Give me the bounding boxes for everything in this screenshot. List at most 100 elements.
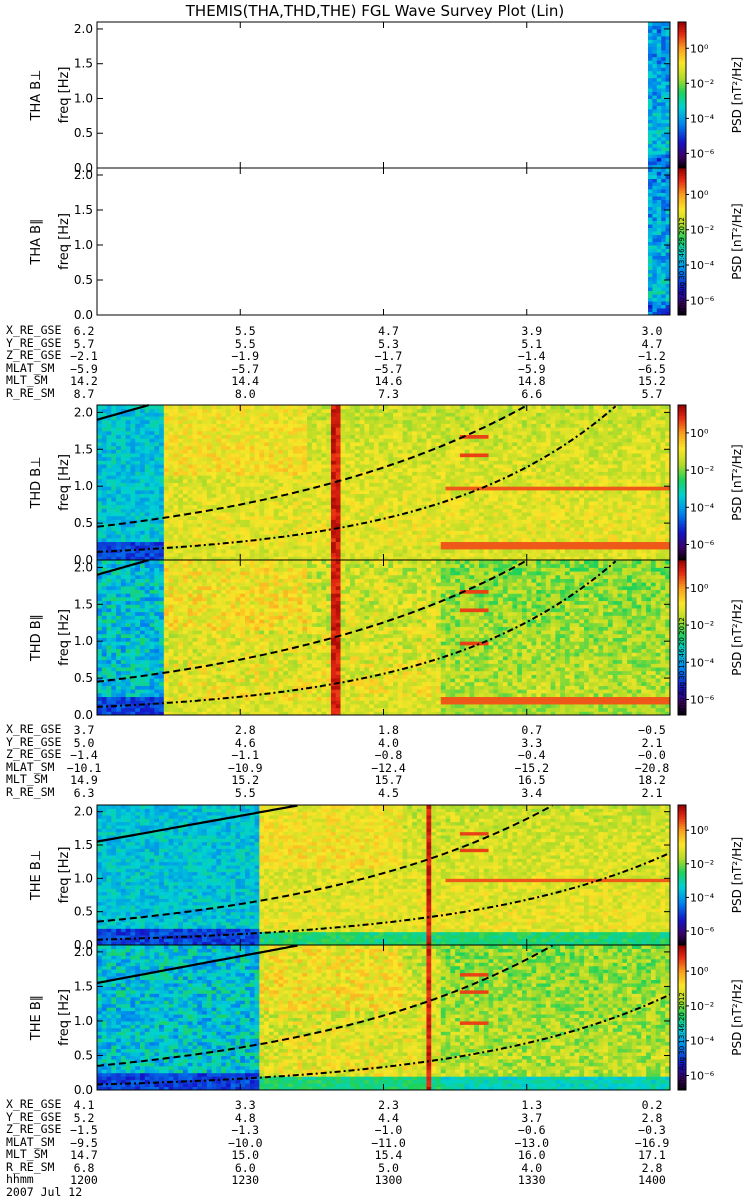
spectrogram-cell: [278, 467, 284, 472]
spectrogram-cell: [340, 482, 346, 487]
spectrogram-cell: [541, 464, 547, 469]
spectrogram-cell: [373, 530, 380, 535]
spectrogram-cell: [493, 482, 499, 487]
spectrogram-cell: [182, 534, 189, 539]
spectrogram-cell: [125, 427, 131, 432]
spectrogram-cell: [206, 419, 213, 424]
spectrogram-cell: [182, 416, 189, 421]
spectrogram-cell: [450, 537, 456, 543]
spectrogram-cell: [340, 526, 346, 531]
spectrogram-cell: [144, 456, 151, 461]
spectrogram-cell: [178, 552, 184, 557]
spectrogram-cell: [564, 467, 571, 472]
spectrogram-cell: [245, 548, 251, 554]
spectrogram-cell: [521, 482, 528, 487]
spectrogram-cell: [531, 456, 537, 461]
spectrogram-cell: [588, 434, 595, 439]
spectrogram-cell: [407, 482, 413, 487]
spectrogram-cell: [311, 475, 318, 480]
spectrogram-cell: [264, 541, 270, 546]
spectrogram-cell: [426, 464, 432, 469]
spectrogram-cell: [163, 416, 170, 421]
spectrogram-cell: [206, 478, 213, 483]
spectrogram-cell: [550, 548, 556, 554]
spectrogram-cell: [211, 423, 217, 428]
spectrogram-cell: [369, 419, 375, 424]
spectrogram-cell: [512, 552, 518, 557]
spectrogram-cell: [292, 515, 299, 520]
spectrogram-cell: [335, 545, 342, 550]
spectrogram-cell: [579, 537, 585, 543]
spectrogram-cell: [665, 35, 671, 40]
spectrogram-cell: [426, 430, 432, 436]
spectrogram-cell: [397, 416, 404, 421]
spectrogram-cell: [393, 541, 399, 546]
spectrogram-cell: [139, 504, 146, 509]
spectrogram-cell: [130, 405, 136, 410]
spectrogram-cell: [541, 445, 547, 450]
spectrogram-cell: [216, 526, 222, 531]
spectrogram-cell: [178, 460, 184, 465]
spectrogram-cell: [431, 464, 437, 469]
spectrogram-cell: [579, 534, 585, 539]
spectrogram-cell: [412, 434, 418, 439]
spectrogram-cell: [436, 504, 442, 509]
spectrogram-cell: [665, 273, 671, 277]
spectrogram-cell: [369, 460, 375, 465]
spectrogram-cell: [474, 467, 480, 472]
spectrogram-cell: [407, 552, 413, 557]
spectrogram-cell: [536, 486, 542, 491]
spectrogram-cell: [469, 486, 475, 491]
spectrogram-cell: [264, 430, 270, 436]
spectrogram-cell: [569, 449, 575, 454]
spectrogram-cell: [192, 475, 198, 480]
spectrogram-cell: [297, 405, 303, 410]
spectrogram-cell: [144, 430, 151, 436]
spectrogram-cell: [498, 537, 504, 543]
spectrogram-cell: [493, 467, 499, 472]
spectrogram-cell: [125, 416, 131, 421]
spectrogram-cell: [440, 497, 447, 502]
spectrogram-cell: [321, 449, 327, 454]
spectrogram-cell: [311, 460, 318, 465]
spectrogram-cell: [125, 456, 131, 461]
spectrogram-cell: [455, 541, 461, 546]
spectrogram-cell: [173, 408, 179, 413]
spectrogram-cell: [402, 460, 408, 465]
spectrogram-cell: [159, 497, 165, 502]
spectrogram-cell: [521, 508, 528, 513]
spectrogram-cell: [479, 445, 485, 450]
spectrogram-cell: [507, 497, 513, 502]
spectrogram-cell: [120, 493, 127, 498]
spectrogram-cell: [206, 512, 213, 517]
spectrogram-cell: [550, 489, 556, 495]
spectrogram-cell: [307, 523, 313, 528]
spectrogram-cell: [116, 464, 122, 469]
spectrogram-cell: [230, 519, 236, 524]
spectrogram-cell: [652, 168, 658, 172]
spectrogram-cell: [311, 515, 318, 520]
spectrogram-cell: [106, 504, 112, 509]
spectrogram-cell: [144, 445, 151, 450]
spectrogram-cell: [569, 456, 575, 461]
spectrogram-cell: [254, 548, 260, 554]
spectrogram-cell: [656, 203, 662, 207]
spectrogram-cell: [378, 430, 384, 436]
spectrogram-cell: [221, 441, 227, 447]
spectrogram-cell: [507, 545, 513, 550]
spectrogram-cell: [240, 493, 246, 498]
spectrogram-cell: [536, 519, 542, 524]
spectrogram-cell: [335, 556, 342, 561]
spectrogram-cell: [378, 419, 384, 424]
spectrogram-cell: [350, 464, 356, 469]
spectrogram-cell: [459, 504, 466, 509]
spectrogram-cell: [163, 504, 170, 509]
spectrogram-cell: [359, 456, 365, 461]
spectrogram-cell: [512, 430, 518, 436]
spectrogram-cell: [307, 545, 313, 550]
spectrogram-cell: [521, 416, 528, 421]
spectrogram-cell: [259, 412, 265, 417]
spectrogram-cell: [330, 497, 337, 502]
spectrogram-cell: [412, 537, 418, 543]
spectrogram-cell: [97, 537, 103, 543]
